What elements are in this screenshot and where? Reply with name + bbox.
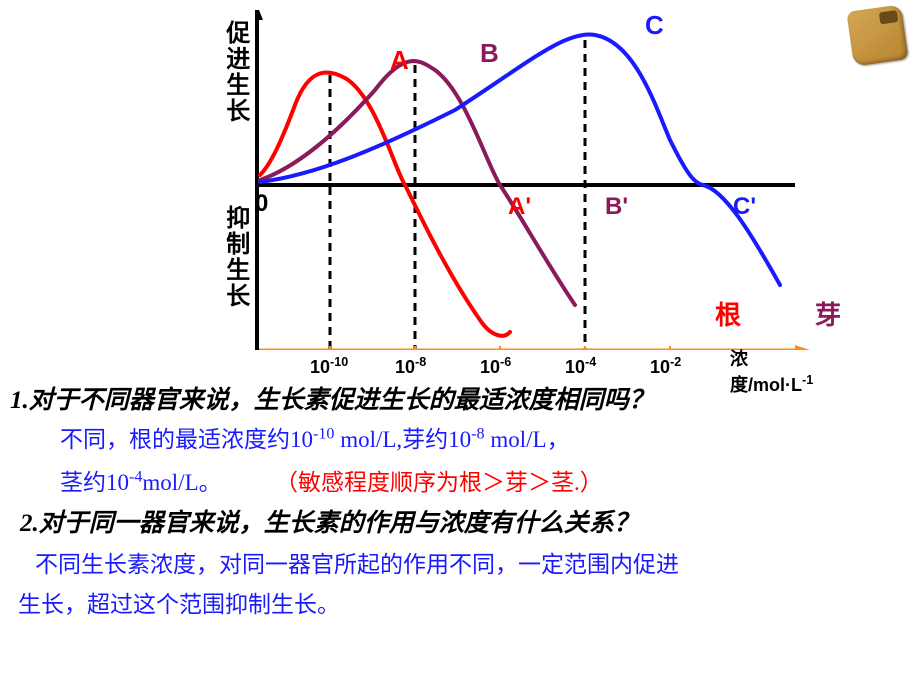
x-tick-label: 10-2 <box>650 355 681 378</box>
answer-1-red-note: （敏感程度顺序为根＞芽＞茎.） <box>275 463 910 497</box>
x-tick-label: 10-4 <box>565 355 596 378</box>
curve-label-root: 根 <box>715 295 741 332</box>
corner-decoration-icon <box>846 4 908 66</box>
answer-2-line-1: 不同生长素浓度，对同一器官所起的作用不同，一定范围内促进 <box>35 545 910 579</box>
answer-1-line-1: 不同，根的最适浓度约10-10 mol/L,芽约10-8 mol/L， <box>60 420 910 454</box>
question-1: 1.对于不同器官来说，生长素促进生长的最适浓度相同吗？ <box>10 380 910 416</box>
cross-label-bud: B' <box>605 193 628 221</box>
peak-label-stem: C <box>645 10 664 41</box>
y-axis-bottom-label: 抑制生长 <box>220 205 249 309</box>
peak-label-root: A <box>390 45 409 76</box>
question-2: 2.对于同一器官来说，生长素的作用与浓度有什么关系？ <box>20 503 910 539</box>
chart-container: 促进生长 抑制生长 0 10-1010-810-610-410-2 浓度/mol… <box>160 10 820 350</box>
x-tick-label: 10-10 <box>310 355 348 378</box>
cross-label-stem: C' <box>733 193 756 221</box>
answer-2-line-2: 生长，超过这个范围抑制生长。 <box>18 585 910 619</box>
x-tick-label: 10-6 <box>480 355 511 378</box>
x-tick-label: 10-8 <box>395 355 426 378</box>
y-axis-top-label: 促进生长 <box>220 20 249 124</box>
cross-label-root: A' <box>508 193 531 221</box>
curve-label-bud: 芽 <box>815 295 841 332</box>
peak-label-bud: B <box>480 38 499 69</box>
origin-zero-label: 0 <box>255 190 268 218</box>
